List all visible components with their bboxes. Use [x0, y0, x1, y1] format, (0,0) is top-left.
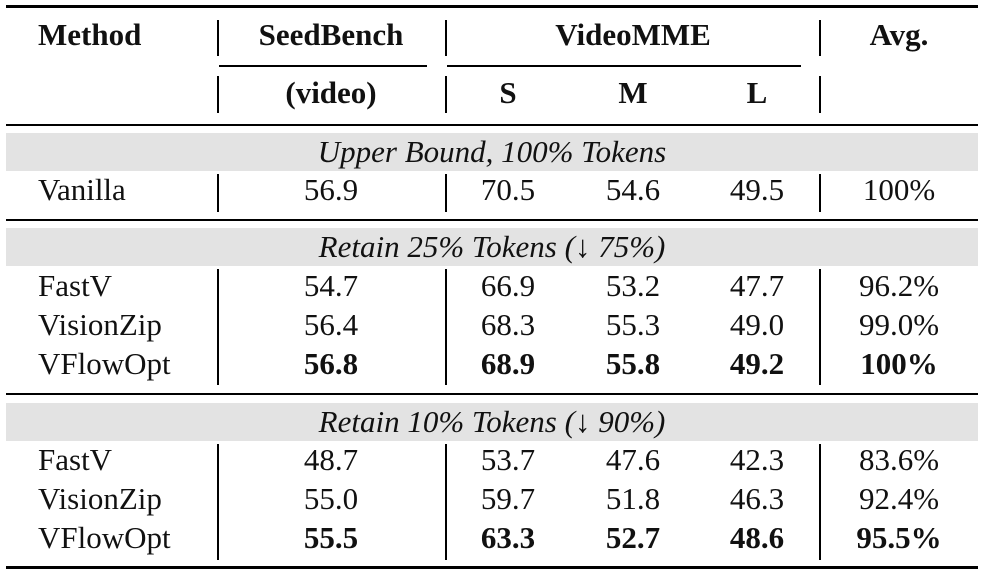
seedbench-cmidrule: [219, 65, 427, 67]
table-cell-l: 48.6: [729, 520, 785, 555]
table-cell-avg: 99.0%: [858, 307, 940, 342]
table-cell-method: FastV: [38, 268, 113, 303]
table-cell-s: 68.3: [480, 307, 536, 342]
table-cell-m: 54.6: [605, 172, 661, 207]
table-cell-method: Vanilla: [38, 172, 126, 207]
table-cell-s: 63.3: [480, 520, 536, 555]
table-cell-avg: 100%: [860, 346, 938, 381]
header-seedbench: SeedBench: [258, 17, 404, 52]
table-cell-method: FastV: [38, 442, 113, 477]
table-cell-method: VisionZip: [38, 481, 162, 516]
table-cell-m: 53.2: [605, 268, 661, 303]
table-cell-seedbench: 56.9: [303, 172, 359, 207]
header-divider: [217, 20, 219, 56]
top-rule: [6, 5, 978, 8]
row-divider: [819, 444, 821, 560]
table-cell-m: 47.6: [605, 442, 661, 477]
row-divider: [819, 269, 821, 385]
section-title: Retain 10% Tokens (↓ 90%): [318, 404, 666, 439]
header-divider: [217, 76, 219, 113]
header-divider: [445, 20, 447, 56]
table-cell-s: 59.7: [480, 481, 536, 516]
section-band: [6, 133, 978, 171]
table-cell-l: 42.3: [729, 442, 785, 477]
header-method: Method: [38, 17, 142, 52]
section-band: [6, 228, 978, 266]
table-cell-seedbench: 48.7: [303, 442, 359, 477]
table-cell-m: 55.8: [605, 346, 661, 381]
table-cell-m: 55.3: [605, 307, 661, 342]
section-band: [6, 403, 978, 441]
table-cell-l: 49.2: [729, 346, 785, 381]
table-cell-m: 51.8: [605, 481, 661, 516]
section-rule: [6, 393, 978, 395]
table-cell-m: 52.7: [605, 520, 661, 555]
section-title: Retain 25% Tokens (↓ 75%): [318, 229, 666, 264]
row-divider: [217, 269, 219, 385]
header-avg: Avg.: [869, 17, 929, 52]
row-divider: [445, 444, 447, 560]
table-cell-seedbench: 54.7: [303, 268, 359, 303]
table-cell-avg: 92.4%: [858, 481, 940, 516]
table-cell-avg: 96.2%: [858, 268, 940, 303]
table-cell-method: VisionZip: [38, 307, 162, 342]
table-cell-l: 46.3: [729, 481, 785, 516]
section-title: Upper Bound, 100% Tokens: [317, 134, 667, 169]
table-cell-avg: 83.6%: [858, 442, 940, 477]
header-m: M: [618, 75, 648, 110]
table-cell-s: 53.7: [480, 442, 536, 477]
row-divider: [445, 174, 447, 212]
section-rule: [6, 219, 978, 221]
row-divider: [217, 174, 219, 212]
table-cell-seedbench: 56.4: [303, 307, 359, 342]
header-s: S: [499, 75, 517, 110]
row-divider: [445, 269, 447, 385]
table-cell-seedbench: 56.8: [303, 346, 359, 381]
table-cell-method: VFlowOpt: [38, 520, 171, 555]
header-l: L: [746, 75, 768, 110]
table-cell-seedbench: 55.5: [303, 520, 359, 555]
bottom-rule: [6, 566, 978, 569]
table-cell-l: 49.0: [729, 307, 785, 342]
table-cell-s: 68.9: [480, 346, 536, 381]
header-divider: [819, 76, 821, 113]
videomme-cmidrule: [447, 65, 801, 67]
table-cell-avg: 100%: [862, 172, 936, 207]
header-videomme: VideoMME: [555, 17, 711, 52]
row-divider: [819, 174, 821, 212]
table-cell-method: VFlowOpt: [38, 346, 171, 381]
row-divider: [217, 444, 219, 560]
table-cell-l: 47.7: [729, 268, 785, 303]
table-cell-s: 70.5: [480, 172, 536, 207]
header-divider: [445, 76, 447, 113]
header-seedbench-sub: (video): [285, 75, 377, 110]
table-cell-s: 66.9: [480, 268, 536, 303]
table-cell-avg: 95.5%: [856, 520, 942, 555]
table-cell-l: 49.5: [729, 172, 785, 207]
table-cell-seedbench: 55.0: [303, 481, 359, 516]
header-divider: [819, 20, 821, 56]
header-rule: [6, 124, 978, 126]
